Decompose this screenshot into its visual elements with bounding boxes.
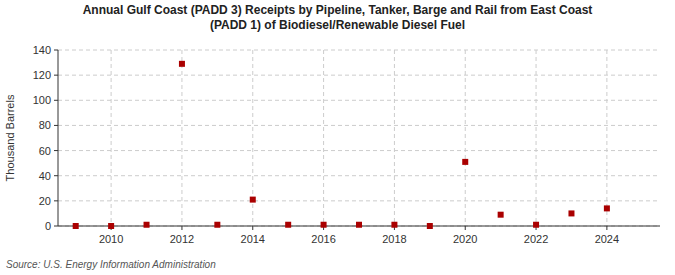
y-grid-line — [58, 100, 660, 101]
y-grid-line — [58, 200, 660, 201]
y-tick-label: 60 — [39, 145, 51, 157]
x-grid-line — [465, 50, 466, 226]
x-grid-line — [536, 50, 537, 226]
y-axis-line — [58, 50, 59, 226]
x-tick-label: 2012 — [170, 233, 194, 245]
y-tick-label: 140 — [33, 44, 51, 56]
y-grid-line — [58, 175, 660, 176]
scatter-point — [285, 222, 291, 228]
title-line: (PADD 1) of Biodiesel/Renewable Diesel F… — [210, 18, 465, 32]
scatter-point — [427, 223, 433, 229]
x-tick — [181, 226, 182, 230]
y-tick-label: 80 — [39, 119, 51, 131]
x-tick-label: 2014 — [241, 233, 265, 245]
scatter-point — [391, 222, 397, 228]
x-tick-label: 2018 — [382, 233, 406, 245]
x-tick — [465, 226, 466, 230]
y-tick-label: 120 — [33, 69, 51, 81]
scatter-point — [498, 212, 504, 218]
y-tick-label: 0 — [45, 220, 51, 232]
x-tick-label: 2016 — [311, 233, 335, 245]
x-grid-line — [323, 50, 324, 226]
x-tick — [606, 226, 607, 230]
y-tick — [54, 200, 58, 201]
y-tick — [54, 175, 58, 176]
scatter-point — [179, 61, 185, 67]
x-grid-line — [394, 50, 395, 226]
scatter-point — [533, 222, 539, 228]
x-tick — [252, 226, 253, 230]
y-grid-line — [58, 50, 660, 51]
scatter-point — [321, 222, 327, 228]
x-grid-line — [606, 50, 607, 226]
y-tick — [54, 150, 58, 151]
x-grid-line — [111, 50, 112, 226]
scatter-point — [604, 205, 610, 211]
x-tick-label: 2022 — [524, 233, 548, 245]
scatter-point — [214, 222, 220, 228]
scatter-point — [462, 159, 468, 165]
x-tick-label: 2020 — [453, 233, 477, 245]
scatter-point — [144, 222, 150, 228]
source-note: Source: U.S. Energy Information Administ… — [6, 259, 216, 270]
y-grid-line — [58, 125, 660, 126]
y-grid-line — [58, 150, 660, 151]
scatter-point — [568, 210, 574, 216]
x-grid-line — [181, 50, 182, 226]
scatter-point — [250, 197, 256, 203]
y-axis-label: Thousand Barrels — [4, 94, 16, 181]
y-tick-label: 100 — [33, 94, 51, 106]
title-line: Annual Gulf Coast (PADD 3) Receipts by P… — [83, 3, 593, 17]
y-tick — [54, 50, 58, 51]
chart-container: Annual Gulf Coast (PADD 3) Receipts by P… — [0, 0, 675, 275]
x-tick-label: 2024 — [595, 233, 619, 245]
y-tick — [54, 75, 58, 76]
scatter-point — [108, 223, 114, 229]
y-tick — [54, 125, 58, 126]
points — [73, 61, 610, 229]
grid — [58, 50, 660, 226]
y-grid-line — [58, 75, 660, 76]
y-tick-label: 20 — [39, 195, 51, 207]
y-tick — [54, 226, 58, 227]
x-tick-label: 2010 — [99, 233, 123, 245]
chart-title: Annual Gulf Coast (PADD 3) Receipts by P… — [83, 3, 593, 32]
chart-svg: Annual Gulf Coast (PADD 3) Receipts by P… — [0, 0, 675, 275]
scatter-point — [356, 222, 362, 228]
scatter-point — [73, 223, 79, 229]
y-tick — [54, 100, 58, 101]
y-tick-label: 40 — [39, 170, 51, 182]
